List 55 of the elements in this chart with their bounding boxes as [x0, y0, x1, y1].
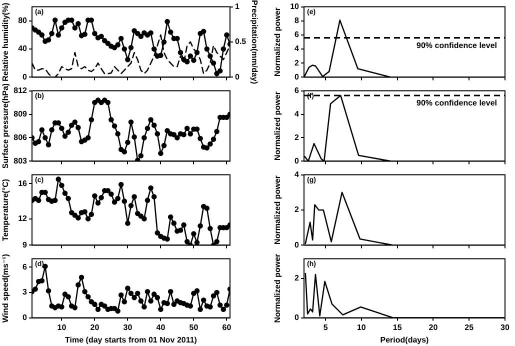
y-tick-label: 4: [294, 109, 300, 118]
y-tick-label: 8: [294, 16, 300, 26]
x-tick-label: 10: [57, 322, 67, 332]
y-tick-label: 16: [18, 178, 28, 188]
y-tick-label: 0: [294, 313, 300, 322]
x-tick-label: 5: [323, 322, 328, 332]
y-tick-label: 2: [294, 58, 300, 68]
y-axis-title: Normalized power: [273, 92, 282, 160]
y-tick-label: 6: [294, 86, 300, 96]
y2-axis-title: Precipitation(mm/day): [250, 0, 259, 84]
y-tick-label: 2: [294, 274, 300, 283]
y-tick-label: 3: [22, 288, 28, 297]
y2-tick-label: 0: [235, 72, 240, 82]
y-tick-label: 2: [294, 132, 300, 142]
y-axis-title: Wind speed(ms⁻¹): [1, 254, 10, 323]
y-axis-title: Normalized power: [273, 8, 282, 76]
x-tick-label: 30: [123, 322, 133, 332]
x-tick-label: 40: [156, 322, 166, 332]
y-tick-label: 0: [22, 72, 28, 82]
y-tick-label: 6: [294, 30, 300, 40]
y-tick-label: 9: [22, 240, 28, 250]
y-tick-label: 6: [22, 262, 28, 272]
x-tick-label: 25: [464, 322, 474, 332]
x-tick-label: 10: [356, 322, 366, 332]
y-axis-title: Normalized power: [273, 254, 282, 323]
ref-line-label: 90% confidence level: [416, 98, 497, 108]
y-tick-label: 80: [18, 16, 28, 26]
y2-tick-label: 1: [235, 2, 240, 12]
y-tick-label: 0: [294, 72, 300, 82]
y-tick-label: 803: [14, 156, 28, 166]
x-tick-label: 20: [428, 322, 438, 332]
x-tick-label: 15: [392, 322, 402, 332]
y-tick-label: 4: [294, 44, 300, 54]
x-tick-label: 20: [90, 322, 100, 332]
y-tick-label: 10: [290, 2, 300, 12]
y2-tick-label: 0.5: [235, 37, 247, 46]
y-tick-label: 12: [18, 214, 28, 224]
y-tick-label: 812: [14, 86, 28, 96]
y-tick-label: 4: [294, 170, 300, 180]
y-axis-title: Temperature(°C): [1, 178, 10, 242]
y-tick-label: 40: [18, 44, 28, 54]
x-tick-label: 60: [222, 322, 232, 332]
y-tick-label: 809: [14, 109, 28, 118]
y-tick-label: 806: [14, 132, 28, 142]
x-axis-title: Time (day starts from 01 Nov 2011): [65, 335, 198, 344]
x-tick-label: 50: [189, 322, 199, 332]
x-tick-label: 30: [500, 322, 510, 332]
y-axis-title: Relative humidity(%): [1, 2, 10, 82]
y-tick-label: 0: [22, 313, 28, 322]
ref-line-label: 90% confidence level: [416, 40, 497, 50]
y-tick-label: 2: [294, 205, 300, 214]
y-tick-label: 0: [294, 156, 300, 166]
y-tick-label: 0: [294, 240, 300, 250]
y-axis-title: Normalized power: [273, 176, 282, 244]
x-axis-title: Period(days): [380, 335, 430, 344]
